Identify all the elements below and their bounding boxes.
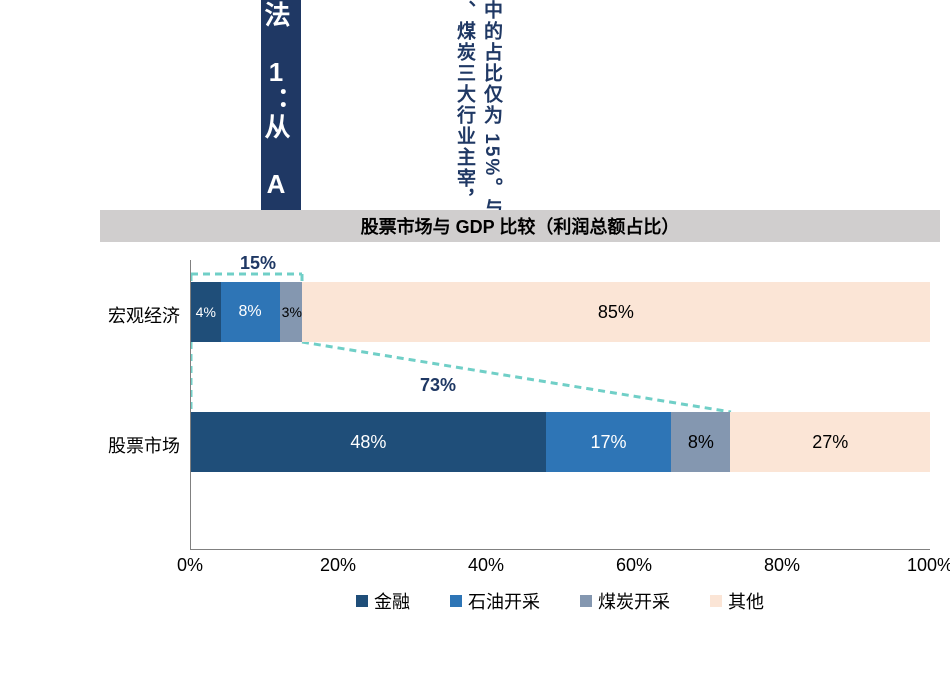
x-tick-3: 60% xyxy=(616,555,652,576)
chart-title: 股票市场与 GDP 比较（利润总额占比） xyxy=(100,210,940,242)
x-tick-0: 0% xyxy=(177,555,203,576)
legend-swatch-3 xyxy=(710,595,722,607)
category-label-1: 股票市场 xyxy=(80,432,180,458)
legend-swatch-2 xyxy=(580,595,592,607)
bar-row-1: 48% 17% 8% 27% xyxy=(191,412,930,472)
bar-1-seg-3: 27% xyxy=(730,412,930,472)
x-tick-4: 80% xyxy=(764,555,800,576)
x-tick-1: 20% xyxy=(320,555,356,576)
legend-label-0: 金融 xyxy=(374,588,410,614)
legend-item-1: 石油开采 xyxy=(450,588,540,614)
legend-item-2: 煤炭开采 xyxy=(580,588,670,614)
bg-title-bar-1: 法 1：从 A 股市 xyxy=(261,0,301,210)
legend-swatch-1 xyxy=(450,595,462,607)
legend-label-2: 煤炭开采 xyxy=(598,588,670,614)
bar-0-seg-0: 4% xyxy=(191,282,221,342)
legend-item-0: 金融 xyxy=(356,588,410,614)
chart-container: 股票市场与 GDP 比较（利润总额占比） 15% 73% 宏观经济 股票市场 4… xyxy=(100,210,940,640)
legend-swatch-0 xyxy=(356,595,368,607)
legend-label-3: 其他 xyxy=(728,588,764,614)
legend-item-3: 其他 xyxy=(710,588,764,614)
legend: 金融 石油开采 煤炭开采 其他 xyxy=(190,588,930,614)
plot-area: 4% 8% 3% 85% 48% 17% 8% 27% xyxy=(190,260,930,550)
bar-1-seg-2: 8% xyxy=(671,412,730,472)
bar-1-seg-0: 48% xyxy=(191,412,546,472)
x-tick-5: 100% xyxy=(907,555,950,576)
bar-0-seg-2: 3% xyxy=(280,282,302,342)
category-label-0: 宏观经济 xyxy=(80,302,180,328)
bar-0-seg-1: 8% xyxy=(221,282,280,342)
bar-0-seg-3: 85% xyxy=(302,282,930,342)
x-tick-2: 40% xyxy=(468,555,504,576)
bar-row-0: 4% 8% 3% 85% xyxy=(191,282,930,342)
bar-1-seg-1: 17% xyxy=(546,412,672,472)
legend-label-1: 石油开采 xyxy=(468,588,540,614)
